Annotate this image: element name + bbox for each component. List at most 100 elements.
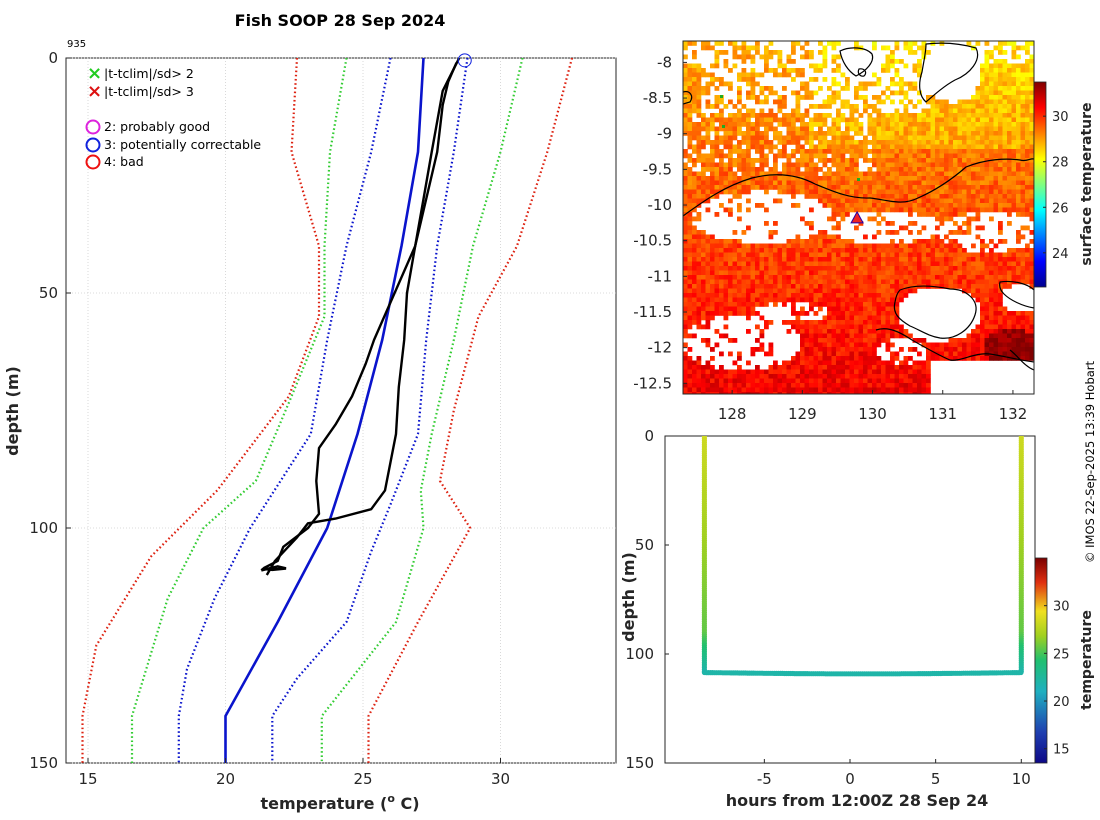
sst-cell <box>728 302 733 307</box>
sst-cell <box>962 122 967 127</box>
sst-cell <box>782 378 787 384</box>
sst-cell <box>867 176 873 181</box>
sst-cell <box>993 167 999 172</box>
sst-cell <box>926 131 931 136</box>
sst-cell <box>813 383 819 388</box>
sst-cell <box>759 167 765 172</box>
sst-cell <box>728 189 733 195</box>
sst-cell <box>939 194 945 199</box>
sst-cell <box>917 158 922 163</box>
sst-cell <box>863 311 868 316</box>
sst-cell <box>768 171 774 177</box>
sst-cell <box>764 392 769 394</box>
sst-cell <box>827 257 832 262</box>
sst-cell <box>867 113 873 118</box>
sst-cell <box>1020 176 1026 181</box>
sst-cell <box>800 189 805 195</box>
sst-cell <box>939 144 945 150</box>
sst-cell <box>818 270 823 276</box>
sst-cell <box>737 108 742 114</box>
sst-cell <box>746 185 751 190</box>
sst-cell <box>683 356 688 361</box>
sst-cell <box>867 347 873 352</box>
sst-cell <box>1007 275 1012 280</box>
sst-cell <box>836 261 841 267</box>
sst-cell <box>993 81 999 87</box>
sst-cell <box>872 360 877 366</box>
sst-cell <box>773 153 778 159</box>
sst-cell <box>939 113 945 118</box>
sst-cell <box>953 207 958 213</box>
sst-cell <box>696 63 702 69</box>
sst-cell <box>953 275 958 280</box>
sst-cell <box>836 189 841 195</box>
sst-cell <box>872 374 877 379</box>
sst-cell <box>948 356 954 361</box>
sst-cell <box>683 90 688 96</box>
sst-cell <box>818 293 823 298</box>
sst-cell <box>759 54 765 60</box>
sst-cell <box>687 189 693 195</box>
sst-cell <box>813 288 819 294</box>
sst-cell <box>993 77 999 82</box>
legend-flag-3-label: |t-tclim|/sd> 3 <box>104 84 194 99</box>
sst-cell <box>1007 140 1012 145</box>
sst-cell <box>750 311 756 316</box>
sst-cell <box>971 95 976 100</box>
sst-cell <box>719 275 724 280</box>
sst-cell <box>863 342 868 348</box>
sst-cell <box>993 324 999 330</box>
sst-cell <box>1025 320 1030 325</box>
sst-cell <box>890 365 895 370</box>
sst-cell <box>849 378 855 384</box>
sst-cell <box>710 365 715 370</box>
sst-cell <box>705 338 711 343</box>
sst-cell <box>818 149 823 154</box>
section-colorbar-tick-label: 30 <box>1053 600 1070 615</box>
sst-cell <box>984 252 990 258</box>
sst-cell <box>813 311 819 316</box>
sst-cell <box>858 306 864 312</box>
sst-cell <box>845 383 850 388</box>
sst-cell <box>836 347 841 352</box>
sst-cell <box>1020 338 1026 343</box>
sst-cell <box>723 374 729 379</box>
sst-cell <box>809 252 814 258</box>
sst-cell <box>701 72 706 78</box>
sst-cell <box>854 324 859 330</box>
sst-cell <box>971 185 976 190</box>
sst-cell <box>1025 117 1030 123</box>
section-colorbar <box>1034 557 1048 764</box>
sst-cell <box>858 198 864 204</box>
sst-cell <box>804 176 810 181</box>
sst-cell <box>777 275 783 280</box>
sst-cell <box>980 315 985 321</box>
sst-cell <box>1002 68 1008 73</box>
sst-cell <box>885 122 891 127</box>
sst-cell <box>912 383 918 388</box>
sst-cell <box>737 189 742 195</box>
sst-cell <box>930 126 936 132</box>
sst-cell <box>867 306 873 312</box>
sst-cell <box>1025 203 1030 208</box>
sst-cell <box>845 315 850 321</box>
sst-cell <box>728 167 733 172</box>
profile-grid <box>66 57 616 764</box>
sst-cell <box>831 234 837 240</box>
sst-cell <box>710 45 715 51</box>
sst-cell <box>741 149 747 154</box>
sst-cell <box>912 243 918 249</box>
sst-cell <box>683 243 688 249</box>
sst-cell <box>755 369 760 375</box>
sst-cell <box>696 311 702 316</box>
sst-cell <box>957 212 963 217</box>
sst-cell <box>957 99 963 105</box>
sst-cell <box>989 320 994 325</box>
sst-cell <box>714 284 720 289</box>
sst-cell <box>809 360 814 366</box>
sst-cell <box>890 311 895 316</box>
legend-quality-2-label: 2: probably good <box>104 119 210 134</box>
sst-cell <box>822 392 828 394</box>
series-observed-profile-1 <box>265 62 458 576</box>
